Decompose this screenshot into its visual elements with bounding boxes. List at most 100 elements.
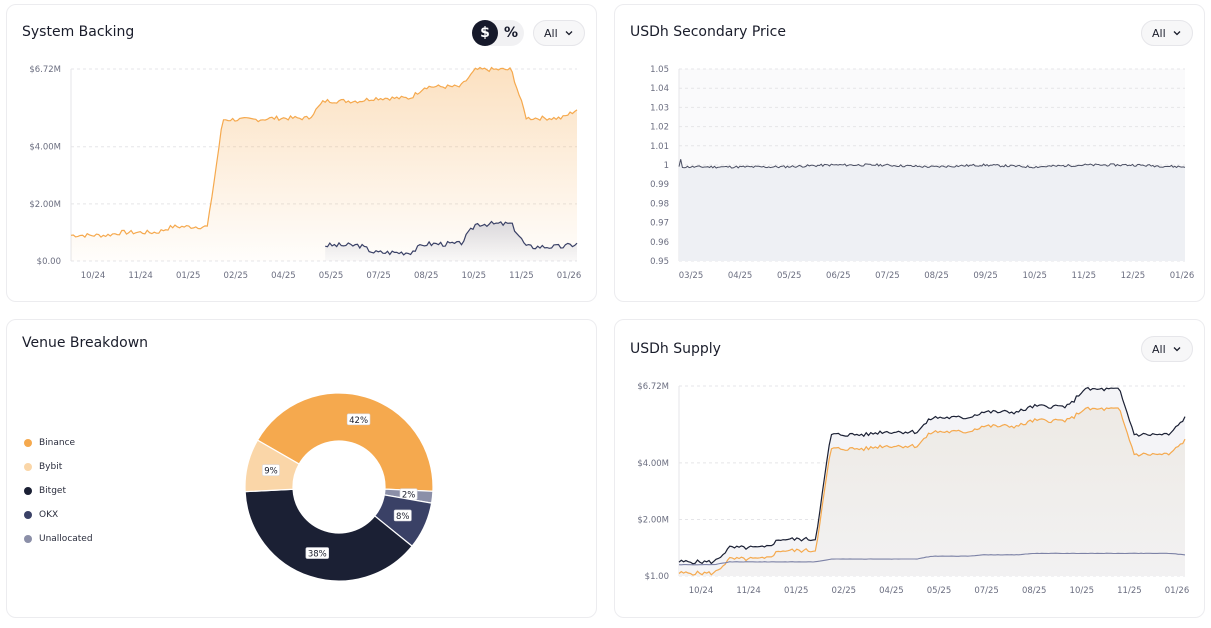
legend-label: Unallocated	[39, 534, 93, 544]
x-tick-label: 10/24	[81, 271, 106, 281]
usdh-supply-chart: $6.72M $4.00M $2.00M $1.00 10/24 11/24 01/25 02…	[637, 382, 1189, 596]
venue-donut-chart: 42% 2% 8% 38% 9%	[244, 392, 434, 582]
legend-dot	[24, 487, 32, 495]
usdh-supply-title: USDh Supply	[630, 341, 721, 357]
usdh-supply-card: USDh Supply All $6.72M $4.00M $2.00M $1.00 1…	[614, 319, 1205, 618]
system-backing-range-dropdown[interactable]: All	[533, 20, 585, 46]
legend-label: Bybit	[39, 462, 63, 472]
donut-label-bg	[393, 509, 412, 522]
price-line	[678, 159, 1186, 169]
y-tick-label: $4.00M	[29, 143, 61, 153]
y-tick-label: $1.00	[645, 572, 669, 582]
secondary-price-range-dropdown[interactable]: All	[1141, 20, 1193, 46]
x-tick-label: 07/25	[974, 586, 999, 596]
y-tick-label: 0.99	[650, 180, 669, 190]
backing-line	[70, 66, 578, 238]
x-tick-label: 05/25	[927, 586, 952, 596]
y-tick-label: 0.98	[650, 199, 669, 209]
x-tick-label: 01/26	[557, 271, 582, 281]
system-backing-chart: $6.72M $4.00M $2.00M $0.00 10/24 11/24 01/25 02…	[29, 65, 582, 281]
legend-dot	[24, 439, 32, 447]
x-tick-label: 05/25	[777, 271, 802, 281]
x-tick-label: 08/25	[1022, 586, 1046, 596]
donut-label-bg	[305, 547, 329, 559]
donut-value-label: 2%	[402, 491, 416, 501]
percent-toggle-button[interactable]: %	[503, 25, 519, 41]
x-tick-label: 10/25	[462, 271, 487, 281]
x-tick-label: 06/25	[826, 271, 851, 281]
venue-legend: Binance Bybit Bitget OKX Unallocated	[24, 431, 93, 551]
x-tick-label: 11/24	[128, 271, 153, 281]
x-tick-label: 03/25	[679, 271, 704, 281]
system-backing-title: System Backing	[22, 24, 135, 40]
y-tick-label: 0.95	[650, 257, 669, 267]
x-tick-label: 11/25	[1117, 586, 1142, 596]
y-tick-label: $4.00M	[637, 459, 669, 469]
y-tick-label: 1.01	[650, 142, 669, 152]
supply-total-line	[678, 386, 1186, 565]
donut-slice-binance	[256, 392, 434, 492]
secondary-price-chart: 1.05 1.04 1.03 1.02 1.01 1 0.99 0.98 0.97 0.96 0.9…	[650, 65, 1195, 281]
y-tick-label: 1.04	[650, 84, 669, 94]
legend-label: OKX	[39, 510, 59, 520]
donut-value-label: 38%	[308, 550, 327, 560]
y-tick-label: $2.00M	[29, 200, 61, 210]
y-tick-label: 0.96	[650, 238, 669, 248]
backing-area	[71, 67, 577, 261]
x-tick-label: 04/25	[879, 586, 904, 596]
legend-dot	[24, 511, 32, 519]
x-tick-label: 07/25	[875, 271, 900, 281]
venue-breakdown-card: Venue Breakdown Binance Bybit Bitget OKX…	[6, 319, 597, 618]
donut-value-label: 9%	[264, 467, 278, 477]
legend-item-bitget[interactable]: Bitget	[24, 479, 93, 503]
secondary-backing-line	[325, 220, 578, 256]
secondary-price-card: USDh Secondary Price All 1.05 1.04 1.03 1.0…	[614, 4, 1205, 302]
legend-item-binance[interactable]: Binance	[24, 431, 93, 455]
donut-value-label: 42%	[349, 416, 368, 426]
x-tick-label: 10/25	[1070, 586, 1095, 596]
x-tick-label: 02/25	[224, 271, 249, 281]
x-tick-label: 05/25	[319, 271, 344, 281]
x-tick-label: 10/24	[689, 586, 714, 596]
x-tick-label: 09/25	[973, 271, 998, 281]
supply-low-line	[678, 552, 1186, 566]
x-tick-label: 11/25	[1072, 271, 1097, 281]
supply-circulating-line	[678, 406, 1186, 576]
donut-slice-bitget	[244, 488, 413, 582]
x-tick-label: 01/26	[1170, 271, 1195, 281]
currency-toggle[interactable]: $ %	[472, 20, 524, 46]
usdh-supply-range-dropdown[interactable]: All	[1141, 336, 1193, 362]
range-label: All	[1152, 26, 1166, 40]
x-tick-label: 02/25	[832, 586, 857, 596]
range-label: All	[544, 26, 558, 40]
legend-label: Bitget	[39, 486, 66, 496]
donut-label-bg	[262, 464, 280, 476]
x-tick-label: 10/25	[1022, 271, 1046, 281]
x-tick-label: 11/24	[736, 586, 761, 596]
supply-mid-area	[679, 407, 1185, 576]
legend-label: Binance	[39, 438, 76, 448]
x-tick-label: 08/25	[924, 271, 949, 281]
y-tick-label: 1	[664, 161, 669, 171]
donut-value-label: 8%	[396, 512, 410, 522]
x-tick-label: 11/25	[509, 271, 534, 281]
legend-item-unallocated[interactable]: Unallocated	[24, 527, 93, 551]
y-tick-label: $6.72M	[637, 382, 669, 392]
y-tick-label: 1.03	[650, 103, 669, 113]
legend-item-okx[interactable]: OKX	[24, 503, 93, 527]
x-tick-label: 04/25	[728, 271, 753, 281]
secondary-price-title: USDh Secondary Price	[630, 24, 786, 40]
chevron-down-icon	[1173, 31, 1181, 36]
y-tick-label: $2.00M	[637, 515, 669, 525]
x-tick-label: 04/25	[271, 271, 296, 281]
y-tick-label: 1.05	[650, 65, 669, 75]
x-tick-label: 01/25	[784, 586, 809, 596]
legend-item-bybit[interactable]: Bybit	[24, 455, 93, 479]
dollar-toggle-button[interactable]: $	[472, 20, 498, 46]
y-tick-label: 1.02	[650, 123, 669, 133]
donut-label-bg	[346, 413, 371, 426]
system-backing-card: System Backing $ % All $6.72M $4.00M $2.00…	[6, 4, 597, 302]
chevron-down-icon	[565, 31, 573, 36]
chevron-down-icon	[1173, 347, 1181, 352]
legend-dot	[24, 463, 32, 471]
